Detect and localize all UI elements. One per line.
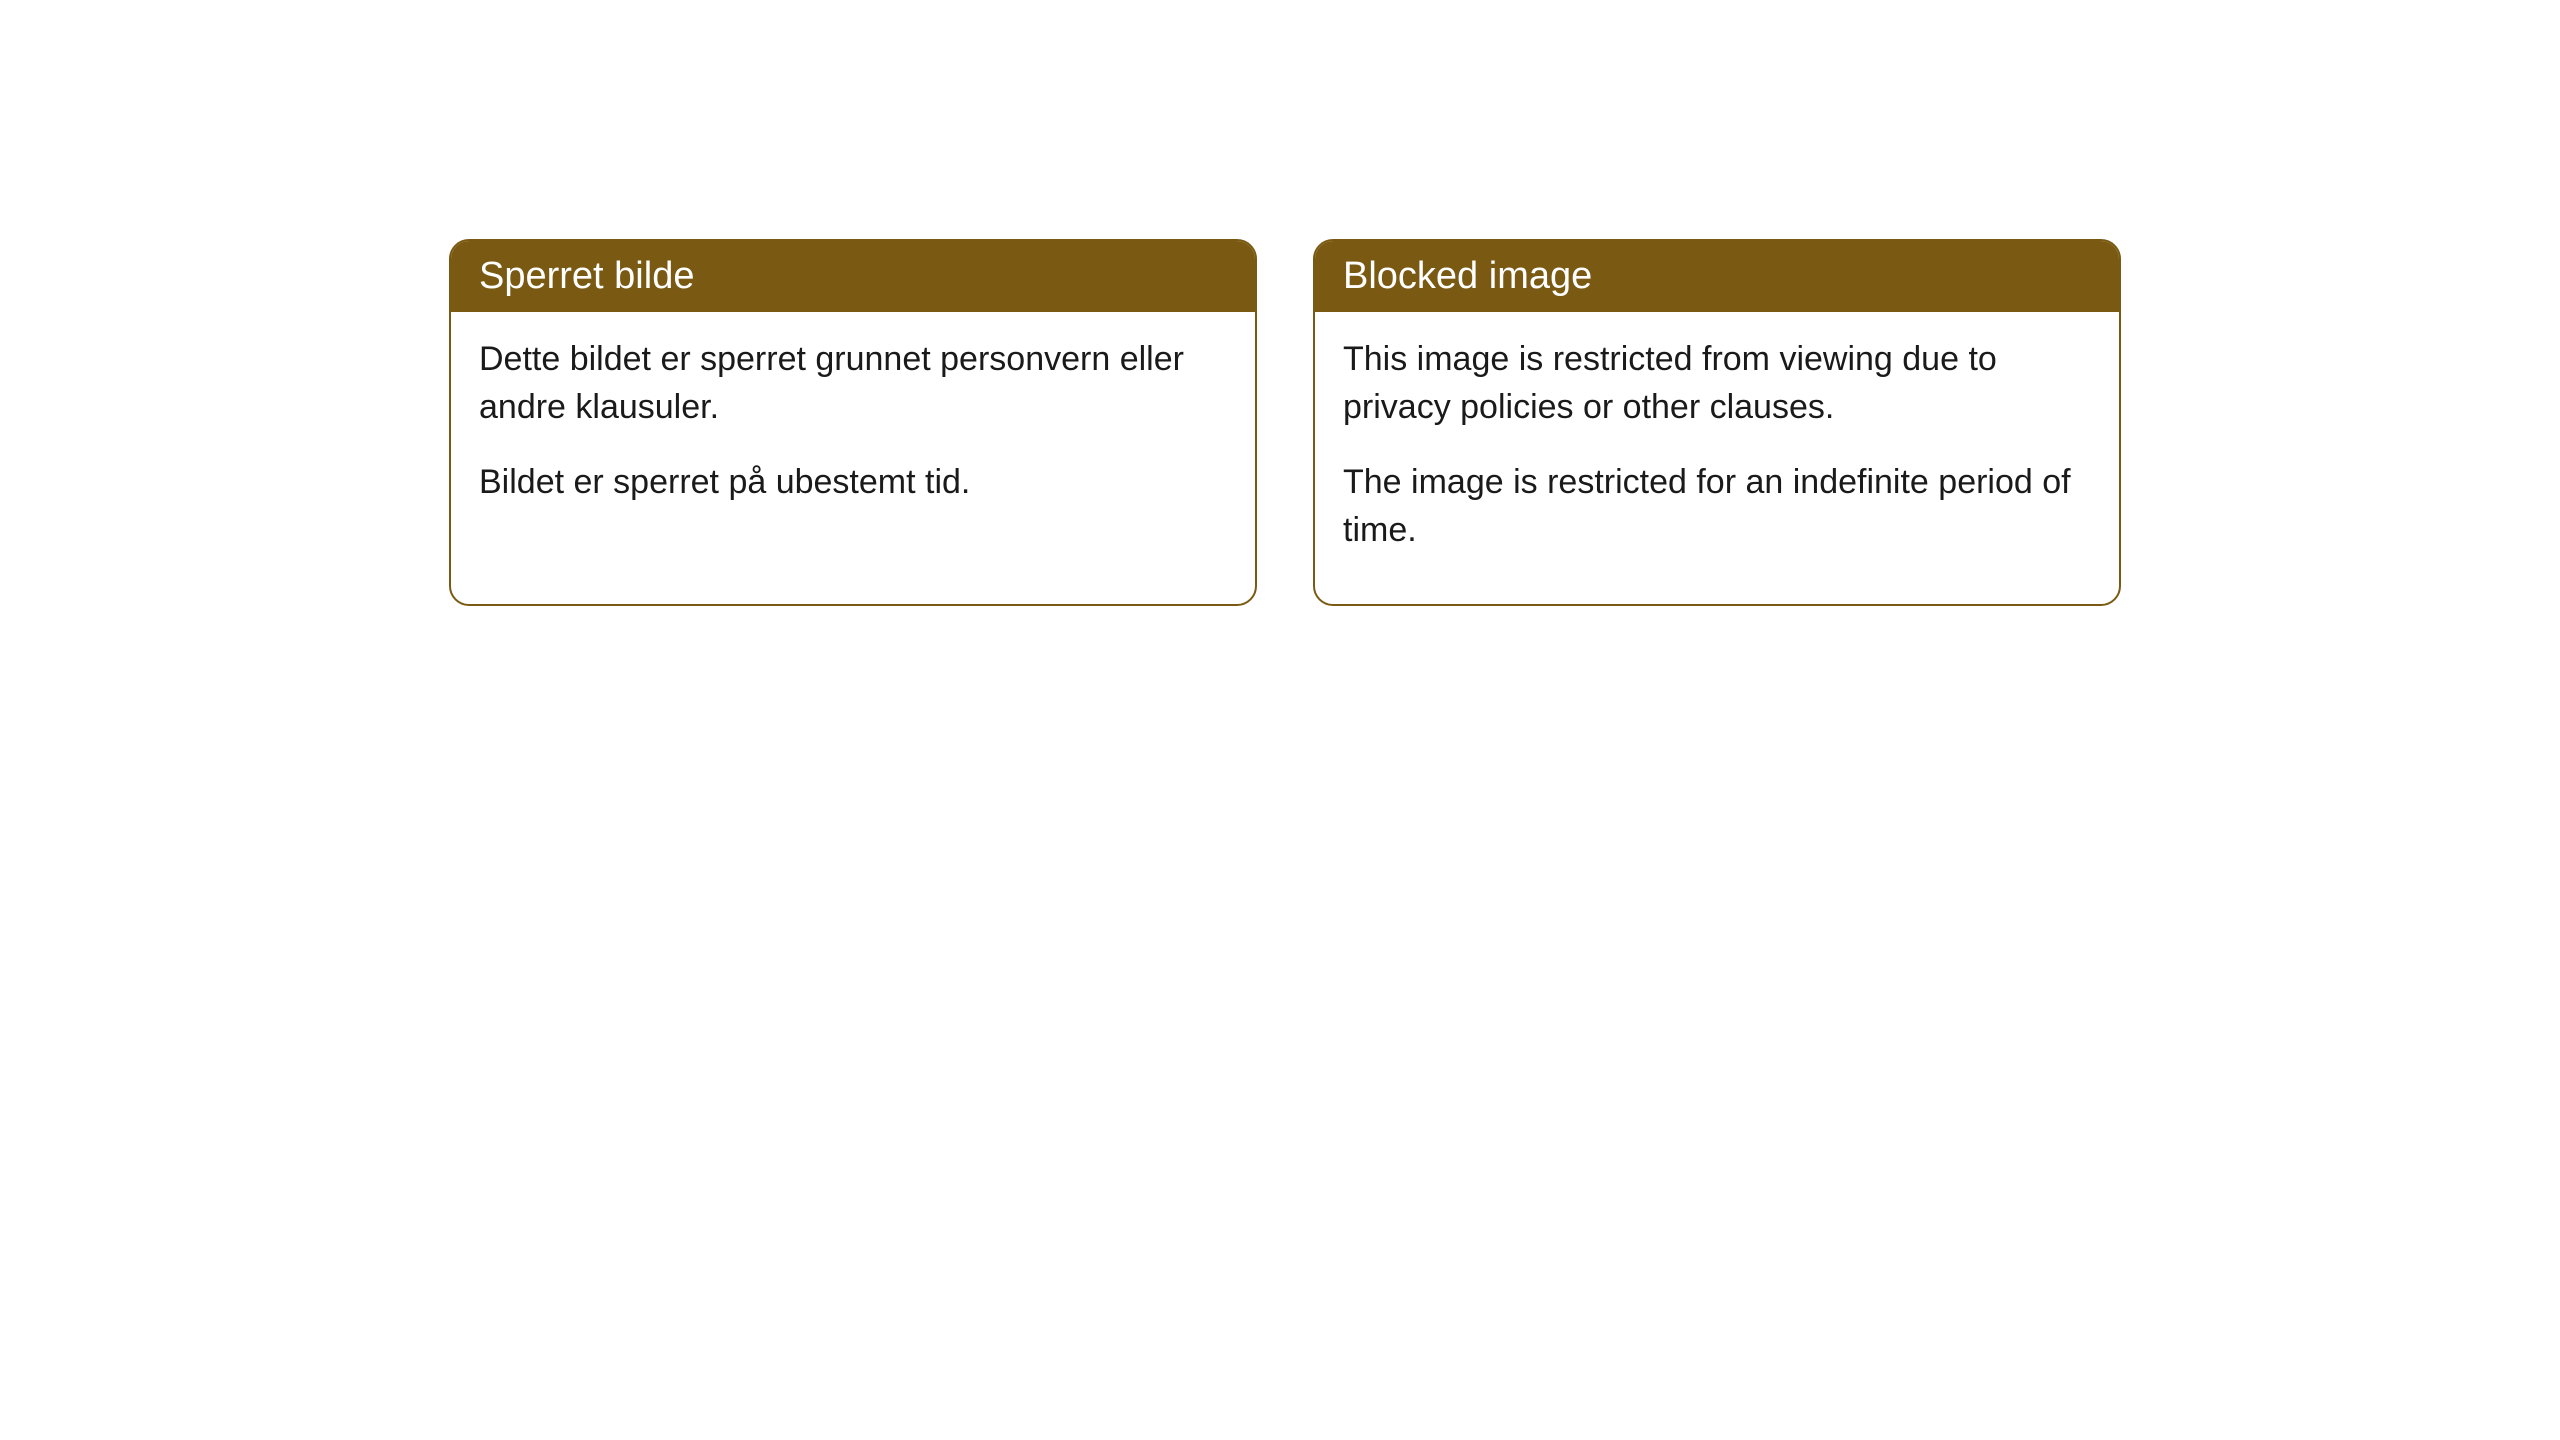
card-title: Sperret bilde [479, 255, 694, 297]
card-body: This image is restricted from viewing du… [1315, 312, 2119, 604]
card-paragraph: This image is restricted from viewing du… [1343, 336, 2091, 431]
card-body: Dette bildet er sperret grunnet personve… [451, 312, 1255, 557]
card-paragraph: The image is restricted for an indefinit… [1343, 459, 2091, 554]
notice-cards-container: Sperret bilde Dette bildet er sperret gr… [449, 239, 2121, 606]
card-paragraph: Dette bildet er sperret grunnet personve… [479, 336, 1227, 431]
card-header: Blocked image [1315, 241, 2119, 312]
blocked-image-card-english: Blocked image This image is restricted f… [1313, 239, 2121, 606]
blocked-image-card-norwegian: Sperret bilde Dette bildet er sperret gr… [449, 239, 1257, 606]
card-title: Blocked image [1343, 255, 1592, 297]
card-paragraph: Bildet er sperret på ubestemt tid. [479, 459, 1227, 507]
card-header: Sperret bilde [451, 241, 1255, 312]
